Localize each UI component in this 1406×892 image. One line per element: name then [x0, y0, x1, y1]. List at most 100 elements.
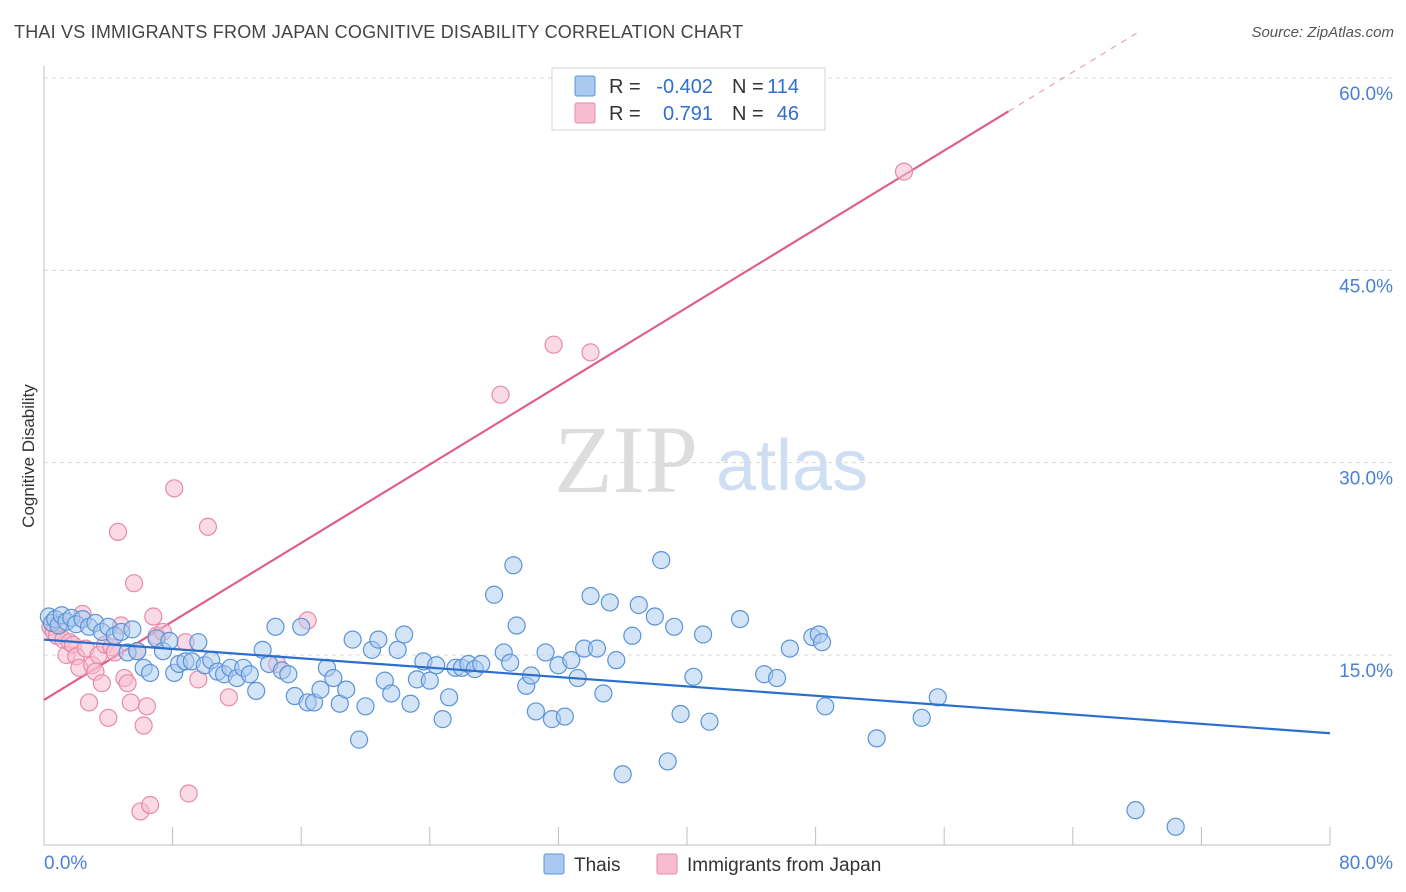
point-thais [780, 639, 799, 658]
point-thais [652, 551, 671, 570]
point-thais [247, 681, 266, 701]
point-japan [581, 343, 600, 362]
point-thais [693, 625, 713, 644]
point-thais [349, 730, 369, 749]
point-japan [118, 674, 137, 693]
x-tick-min: 0.0% [44, 853, 87, 874]
x-tick-max: 80.0% [1339, 853, 1393, 874]
point-japan [92, 674, 111, 693]
point-japan [219, 688, 238, 707]
legend-r-label-thais: R = [609, 76, 641, 98]
point-japan [894, 162, 914, 181]
series-thais-points [39, 551, 1185, 836]
point-thais [337, 680, 356, 699]
point-thais [140, 663, 160, 683]
legend-swatch-thais [574, 75, 596, 97]
point-thais [587, 639, 607, 658]
point-thais [581, 586, 600, 606]
point-japan [544, 335, 563, 354]
point-thais [420, 671, 439, 690]
point-japan [124, 574, 144, 593]
trend-thais-solid [43, 638, 1331, 735]
point-japan [108, 522, 128, 542]
point-thais [623, 626, 642, 645]
series-legend: Thais Immigrants from Japan [543, 853, 881, 876]
legend-box [551, 67, 826, 131]
point-thais [645, 607, 664, 626]
watermark-zip: ZIP [554, 406, 698, 513]
watermark: ZIP atlas [554, 406, 868, 513]
bottom-legend-label-thais: Thais [574, 855, 620, 876]
point-thais [562, 651, 581, 670]
point-thais [123, 620, 142, 639]
point-thais [311, 680, 330, 699]
point-thais [324, 668, 343, 688]
legend-swatch-japan [574, 102, 596, 124]
y-tick-labels: 15.0% 30.0% 45.0% 60.0% [1339, 84, 1393, 682]
point-thais [439, 688, 459, 707]
point-thais [433, 710, 452, 729]
point-thais [671, 704, 690, 724]
point-japan [491, 385, 510, 404]
bottom-legend-label-japan: Immigrants from Japan [687, 855, 881, 876]
point-thais [189, 633, 208, 652]
point-thais [401, 694, 420, 713]
point-thais [629, 595, 648, 615]
point-thais [658, 752, 677, 771]
point-thais [266, 617, 285, 636]
point-thais [812, 633, 832, 652]
point-japan [140, 795, 160, 815]
point-thais [504, 556, 523, 575]
trend-line-thais [43, 638, 1331, 735]
trend-line-japan [43, 30, 1141, 701]
point-thais [555, 707, 574, 726]
point-thais [240, 665, 259, 684]
trend-japan-dashed [1008, 30, 1141, 112]
point-thais [526, 702, 545, 721]
point-thais [427, 656, 446, 675]
watermark-atlas: atlas [716, 426, 868, 506]
grid-lines [44, 77, 1392, 656]
point-thais [600, 593, 619, 612]
point-thais [700, 712, 719, 731]
point-thais [928, 688, 947, 707]
point-thais [767, 668, 787, 688]
point-japan [134, 716, 153, 735]
point-thais [684, 667, 703, 686]
y-tick-label-15: 15.0% [1339, 661, 1393, 682]
bottom-legend-swatch-japan [656, 853, 678, 875]
legend-r-value-japan: 0.791 [663, 103, 713, 125]
point-thais [1166, 817, 1185, 836]
point-japan [137, 697, 156, 716]
point-thais [160, 631, 179, 650]
y-tick-label-60: 60.0% [1339, 84, 1393, 105]
legend-n-value-thais: 114 [767, 76, 799, 98]
point-japan [79, 693, 99, 712]
y-axis-label: Cognitive Disability [19, 384, 38, 528]
y-tick-label-45: 45.0% [1339, 276, 1393, 297]
point-thais [1126, 801, 1145, 820]
point-thais [613, 765, 632, 784]
legend-n-label-thais: N = [732, 76, 764, 98]
point-thais [382, 684, 401, 703]
point-thais [912, 708, 931, 727]
point-thais [343, 630, 362, 649]
point-thais [279, 665, 298, 684]
bottom-legend-swatch-thais [543, 853, 565, 875]
point-japan [144, 607, 163, 626]
point-japan [198, 517, 218, 536]
y-tick-label-30: 30.0% [1339, 469, 1393, 490]
point-japan [165, 479, 184, 498]
x-tick-labels: 0.0% 80.0% [44, 853, 1393, 874]
point-thais [607, 651, 626, 670]
point-thais [369, 630, 388, 649]
source-credit: Source: ZipAtlas.com [1251, 24, 1394, 41]
axes [43, 66, 1331, 846]
legend-n-label-japan: N = [732, 103, 764, 125]
point-thais [394, 625, 414, 644]
legend-n-value-japan: 46 [777, 103, 799, 125]
point-thais [507, 616, 526, 635]
point-thais [816, 697, 835, 716]
point-thais [388, 640, 407, 659]
